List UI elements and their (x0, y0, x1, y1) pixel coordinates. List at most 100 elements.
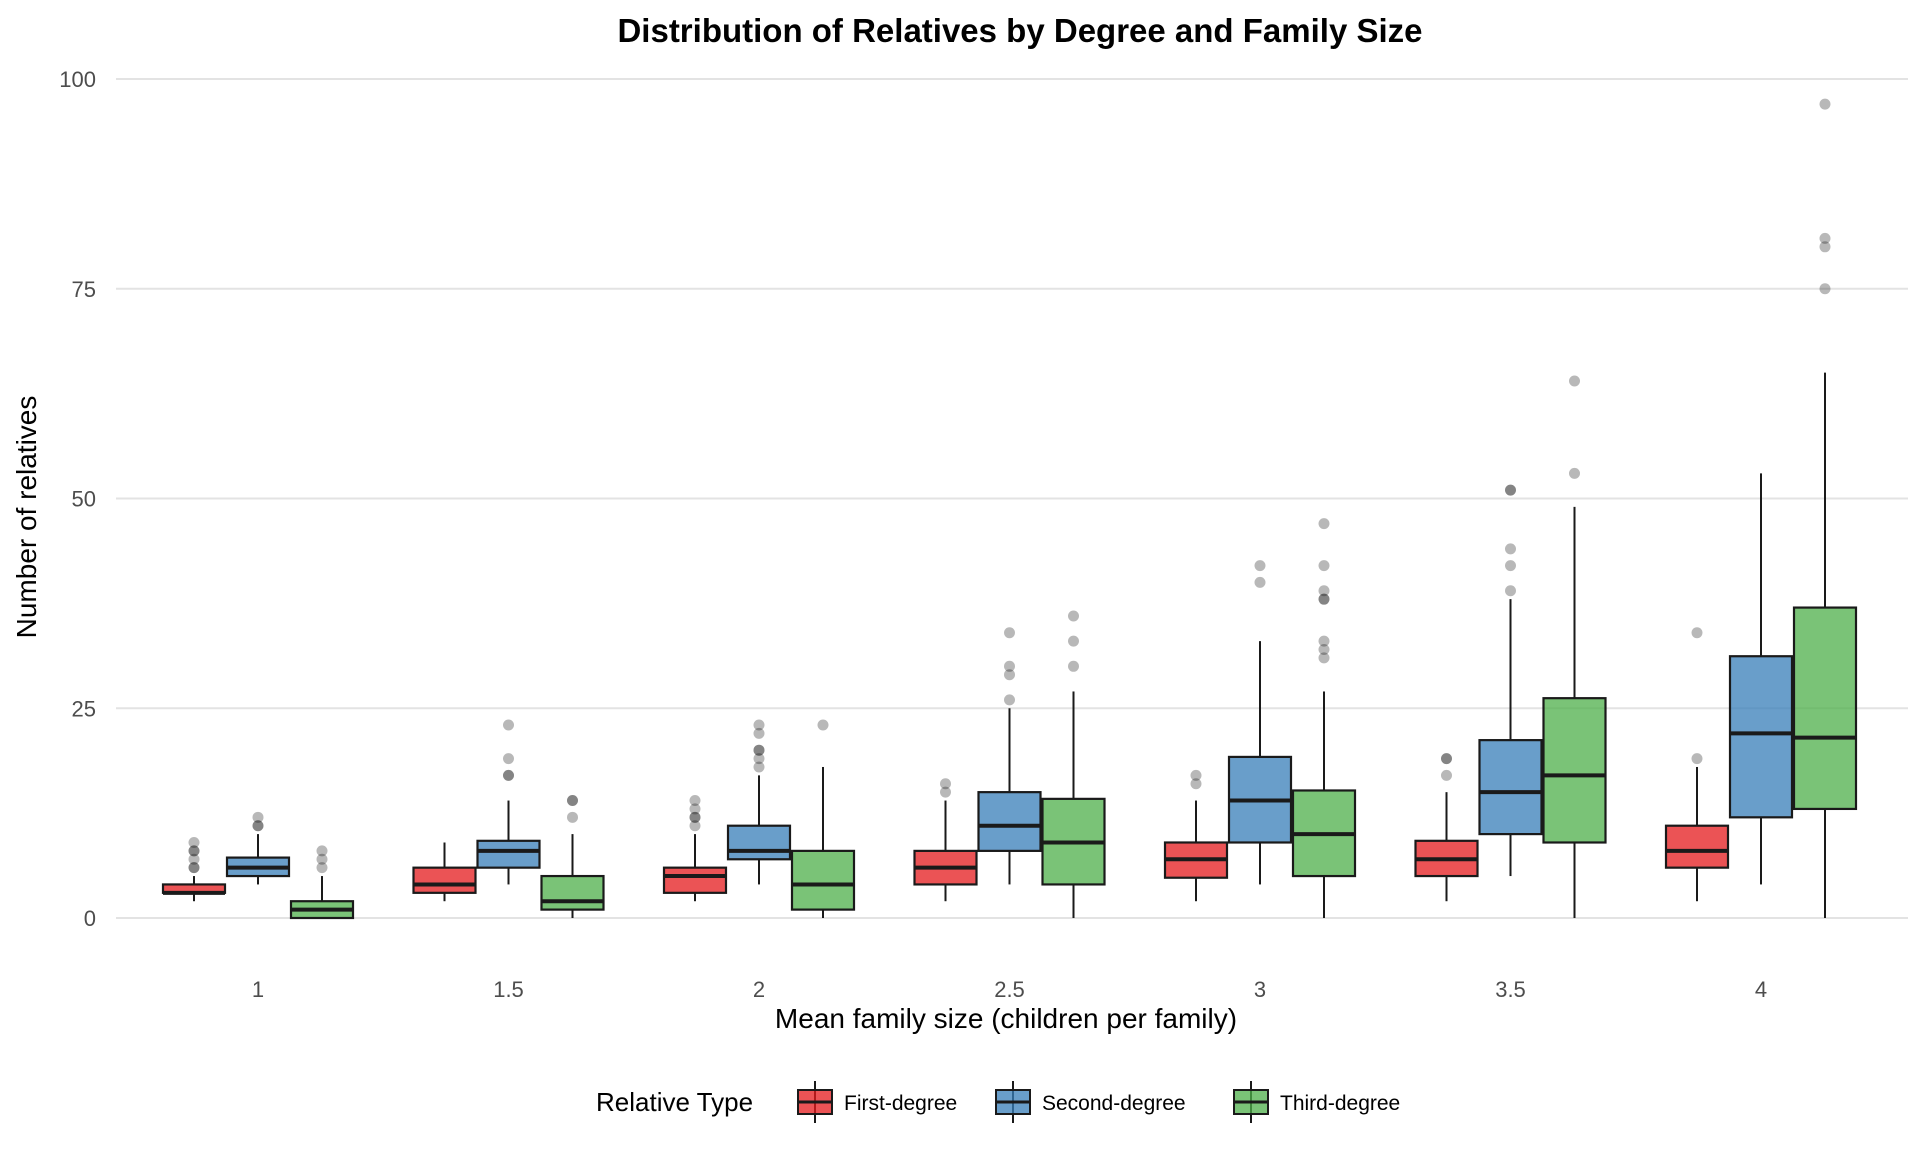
outlier-point (252, 820, 264, 832)
box (1478, 484, 1543, 877)
outlier-point (252, 811, 264, 823)
outlier-point (753, 744, 765, 756)
box (476, 719, 541, 885)
outlier-point (1505, 543, 1516, 555)
outlier-point (1441, 769, 1452, 781)
legend: Relative Type First-degree Second-degree Th… (596, 1081, 1400, 1123)
x-tick-label: 3.5 (1495, 977, 1526, 1002)
outlier-point (1505, 560, 1516, 572)
outlier-point (1190, 778, 1202, 790)
outlier-point (1190, 769, 1202, 781)
outlier-point (188, 836, 200, 848)
outlier-point (188, 862, 200, 874)
outlier-point (188, 853, 200, 865)
y-tick-label: 100 (59, 67, 96, 92)
box-body (1478, 739, 1543, 836)
outlier-point (1318, 593, 1330, 605)
box (1291, 518, 1357, 918)
outlier-point (1819, 283, 1831, 295)
outlier-point (753, 753, 765, 765)
outlier-point (1004, 669, 1015, 681)
x-tick-label: 4 (1755, 977, 1767, 1002)
outlier-point (1441, 753, 1452, 765)
box (412, 842, 477, 902)
outlier-point (753, 727, 765, 739)
outlier-point (1819, 98, 1831, 110)
outlier-point (316, 853, 328, 865)
box-body (1728, 655, 1794, 819)
chart-title: Distribution of Relatives by Degree and … (617, 12, 1422, 49)
box (1227, 560, 1293, 885)
outlier-point (689, 811, 701, 823)
legend-label: Second-degree (1042, 1092, 1186, 1115)
outlier-point (503, 753, 514, 765)
box-body (726, 824, 792, 861)
box-body (1792, 606, 1858, 811)
outlier-point (567, 811, 578, 823)
legend-item: Third-degree (1233, 1081, 1400, 1123)
outlier-point (1318, 644, 1330, 656)
outlier-point (1004, 694, 1015, 706)
box-body (1664, 824, 1730, 869)
series-second-degree (225, 473, 1794, 885)
box-body (662, 866, 728, 894)
outlier-point (940, 778, 951, 790)
box-body (790, 849, 856, 911)
box-body (977, 791, 1042, 852)
outlier-point (1318, 560, 1330, 572)
x-tick-label: 2.5 (994, 977, 1025, 1002)
outlier-point (503, 769, 514, 781)
outlier-point (1691, 627, 1703, 639)
outlier-point (1318, 518, 1330, 530)
outlier-point (1569, 375, 1580, 387)
outlier-point (316, 862, 328, 874)
box (1664, 627, 1730, 902)
y-tick-label: 0 (84, 906, 96, 931)
outlier-point (1819, 241, 1831, 253)
outlier-point (1004, 660, 1015, 672)
outlier-point (1691, 753, 1703, 765)
box (1728, 473, 1794, 885)
box (1163, 769, 1229, 902)
outlier-point (1254, 560, 1266, 572)
box (225, 811, 291, 885)
box (1414, 753, 1479, 902)
outlier-point (252, 820, 264, 832)
outlier-point (689, 820, 701, 832)
x-tick-label: 3 (1254, 977, 1266, 1002)
outlier-point (188, 845, 200, 857)
outlier-point (817, 719, 829, 731)
box-body (540, 874, 605, 911)
outlier-point (753, 761, 765, 773)
outlier-point (503, 769, 514, 781)
box (726, 719, 792, 885)
legend-item: Second-degree (995, 1081, 1186, 1123)
outlier-point (1819, 232, 1831, 244)
box-body (412, 866, 477, 894)
outlier-point (503, 719, 514, 731)
outlier-point (1318, 635, 1330, 647)
outlier-point (567, 795, 578, 807)
outlier-point (940, 786, 951, 798)
y-tick-label: 75 (72, 277, 96, 302)
legend-item: First-degree (797, 1081, 957, 1123)
box-series (161, 98, 1858, 920)
legend-title: Relative Type (596, 1087, 753, 1117)
box (913, 778, 978, 902)
outlier-point (1569, 467, 1580, 479)
outlier-point (1068, 635, 1079, 647)
y-axis-label: Number of relatives (11, 396, 42, 639)
box (1542, 375, 1607, 918)
outlier-point (188, 845, 200, 857)
outlier-point (689, 803, 701, 815)
outlier-point (689, 795, 701, 807)
outlier-point (689, 811, 701, 823)
y-tick-label: 25 (72, 696, 96, 721)
series-first-degree (161, 627, 1730, 902)
outlier-point (1505, 484, 1516, 496)
outlier-point (316, 845, 328, 857)
y-tick-label: 50 (72, 487, 96, 512)
outlier-point (1254, 576, 1266, 588)
outlier-point (567, 795, 578, 807)
